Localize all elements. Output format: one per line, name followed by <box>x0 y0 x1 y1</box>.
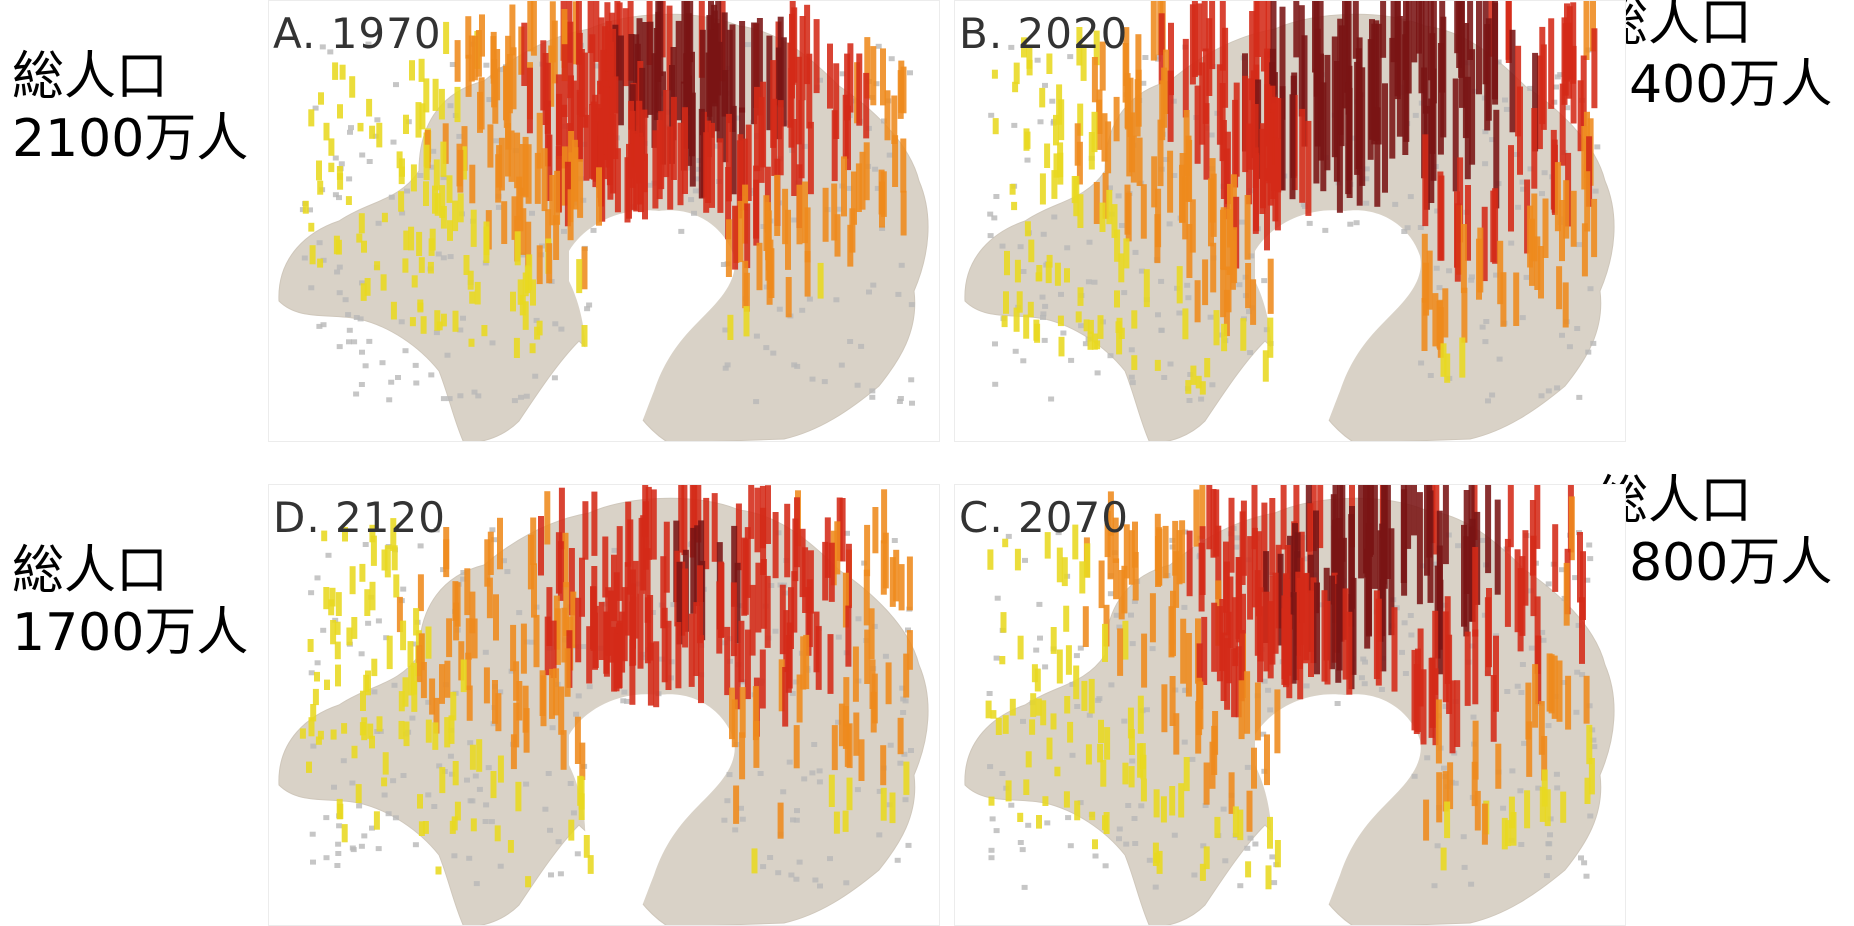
population-label-d: 総人口 1700万人 <box>12 540 248 664</box>
population-bars <box>991 1 1598 395</box>
population-label-c: 総人口 2800万人 <box>1596 470 1832 594</box>
population-bars <box>985 485 1595 890</box>
population-label-a: 総人口 2100万人 <box>12 46 248 170</box>
map-panel-c: C. 2070 <box>954 484 1626 926</box>
population-density-map <box>964 485 1615 925</box>
map-panel-a: A. 1970 <box>268 0 940 442</box>
bay-water <box>1255 694 1421 925</box>
map-panel-d: D. 2120 <box>268 484 940 926</box>
map-panel-b: B. 2020 <box>954 0 1626 442</box>
population-heading: 総人口 <box>1596 0 1753 53</box>
population-bars <box>299 485 913 888</box>
population-value: 3400万人 <box>1596 55 1833 115</box>
population-heading: 総人口 <box>12 47 169 107</box>
panel-title: B. 2020 <box>959 9 1129 58</box>
population-density-map <box>964 1 1615 441</box>
population-bars <box>302 1 907 358</box>
population-value: 2800万人 <box>1596 533 1833 593</box>
bay-water <box>569 210 735 441</box>
population-density-map <box>278 1 929 441</box>
panel-title: A. 1970 <box>273 9 442 58</box>
population-label-b: 総人口 3400万人 <box>1596 0 1832 116</box>
population-heading: 総人口 <box>12 541 169 601</box>
panel-title: D. 2120 <box>273 493 446 542</box>
bay-water <box>569 694 735 925</box>
population-value: 1700万人 <box>12 603 249 663</box>
population-density-map <box>278 485 929 925</box>
population-heading: 総人口 <box>1596 471 1753 531</box>
bay-water <box>1255 210 1421 441</box>
population-value: 2100万人 <box>12 109 249 169</box>
panel-title: C. 2070 <box>959 493 1129 542</box>
